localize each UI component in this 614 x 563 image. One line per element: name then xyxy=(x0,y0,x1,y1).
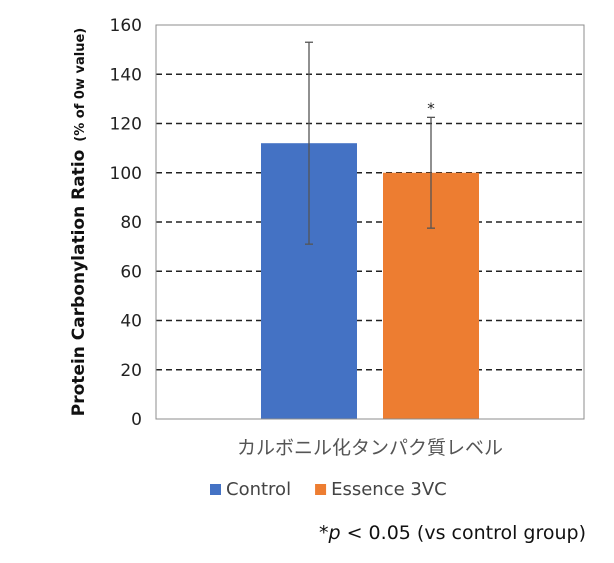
y-axis-title: Protein Carbonylation Ratio xyxy=(69,150,89,417)
significance-footnote: *p < 0.05 (vs control group) xyxy=(319,522,586,544)
y-tick-label: 20 xyxy=(120,361,142,381)
significance-marker: * xyxy=(427,99,435,117)
gridlines xyxy=(156,73,584,371)
y-tick-label: 140 xyxy=(110,65,142,85)
legend-swatch xyxy=(315,484,327,495)
y-axis-label: Protein Carbonylation Ratio (% of 0w valu… xyxy=(69,28,89,416)
bars xyxy=(261,143,479,419)
footnote-text: < 0.05 (vs control group) xyxy=(340,522,586,544)
y-tick-label: 160 xyxy=(110,16,142,36)
y-tick-label: 120 xyxy=(110,115,142,135)
y-tick-label: 0 xyxy=(131,410,142,430)
y-tick-labels: 0 20 40 60 80 100 120 140 160 xyxy=(110,16,142,430)
legend-swatch xyxy=(210,484,221,495)
footnote-star: * xyxy=(319,522,329,544)
plot-frame xyxy=(155,24,585,420)
footnote-p: p xyxy=(328,522,341,544)
error-bars: * xyxy=(305,41,435,245)
legend: Control Essence 3VC xyxy=(210,479,447,500)
legend-label: Essence 3VC xyxy=(331,479,447,500)
y-tick-label: 100 xyxy=(110,164,142,184)
y-tick-label: 40 xyxy=(120,312,142,332)
legend-label: Control xyxy=(226,479,291,500)
y-tick-label: 60 xyxy=(120,262,142,282)
y-axis-unit: (% of 0w value) xyxy=(73,28,88,142)
y-tick-label: 80 xyxy=(120,213,142,233)
x-axis-label: カルボニル化タンパク質レベル xyxy=(237,437,503,459)
